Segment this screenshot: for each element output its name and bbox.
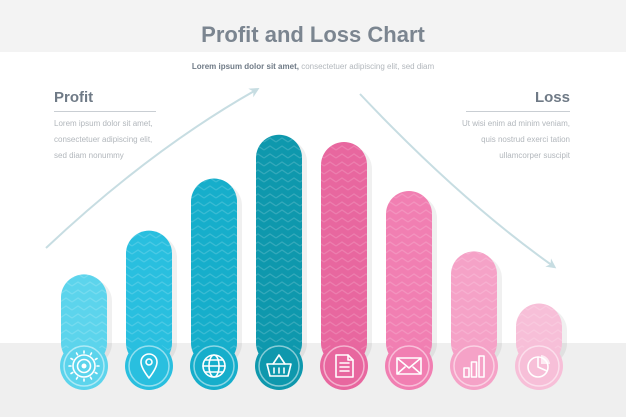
profit-description: Lorem ipsum dolor sit amet, consectetuer… <box>54 116 174 164</box>
subtitle-bold: Lorem ipsum dolor sit amet, <box>191 62 299 71</box>
loss-heading: Loss <box>534 89 570 106</box>
profit-trend-arrow <box>45 88 260 249</box>
bar-chevron-texture <box>191 178 237 366</box>
bar-chevron-texture <box>126 230 172 366</box>
shopping-basket-icon <box>255 342 303 390</box>
icon-circle-ring <box>323 345 365 387</box>
icon-circle-ring <box>258 345 300 387</box>
bar-chevron-texture <box>386 191 432 366</box>
icon-circle-ring <box>453 345 495 387</box>
envelope-icon <box>385 342 433 390</box>
icon-circle-ring <box>518 345 560 387</box>
bar-chevron-texture <box>321 142 367 366</box>
page-title: Profit and Loss Chart <box>201 22 425 47</box>
globe-icon <box>190 342 238 390</box>
bar-chevron-texture <box>451 251 497 366</box>
subtitle: Lorem ipsum dolor sit amet, consectetuer… <box>140 62 486 71</box>
subtitle-rest: consectetuer adipiscing elit, sed diam <box>298 62 435 71</box>
bar-chevron-texture <box>256 134 302 366</box>
icon-circle-ring <box>128 345 170 387</box>
title-band <box>0 0 626 52</box>
bar-chevron-texture <box>61 274 107 366</box>
location-pin-icon <box>125 342 173 390</box>
loss-line: Ut wisi enim ad minim veniam, <box>461 119 570 128</box>
pie-chart-icon <box>515 342 563 390</box>
profit-line: sed diam nonummy <box>54 151 124 160</box>
profit-line: Lorem ipsum dolor sit amet, <box>54 119 153 128</box>
profit-line: consectetuer adipiscing elit, <box>54 135 153 144</box>
target-icon <box>60 342 108 390</box>
loss-line: ullamcorper suscipit <box>499 151 570 160</box>
profit-heading: Profit <box>54 89 94 106</box>
icon-circle-ring <box>388 345 430 387</box>
loss-trend-arrow <box>359 93 557 269</box>
bar-chart-icon <box>450 342 498 390</box>
document-icon <box>320 342 368 390</box>
loss-description: Ut wisi enim ad minim veniam, quis nostr… <box>430 116 570 164</box>
profit-divider <box>54 111 156 112</box>
loss-line: quis nostrud exerci tation <box>481 135 570 144</box>
loss-divider <box>466 111 570 112</box>
